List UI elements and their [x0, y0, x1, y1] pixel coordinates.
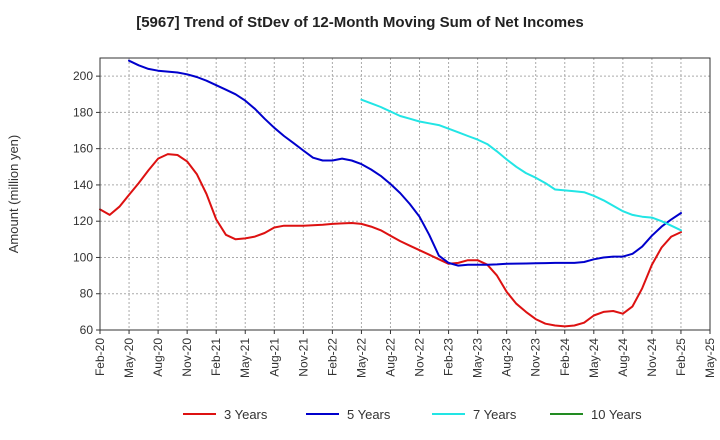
series-line-7-years — [360, 98, 682, 232]
y-tick-label: 180 — [73, 105, 93, 119]
x-tick-label: May-23 — [471, 338, 485, 378]
series-line-5-years — [128, 59, 682, 267]
legend: 3 Years 5 Years 7 Years 10 Years — [183, 407, 642, 422]
y-tick-label: 100 — [73, 250, 93, 264]
x-tick-label: Feb-21 — [209, 338, 223, 376]
x-tick-label: Feb-20 — [93, 338, 107, 376]
x-tick-label: Nov-22 — [413, 338, 427, 377]
x-tick-label: Nov-23 — [529, 338, 543, 377]
legend-label: 7 Years — [473, 407, 517, 422]
x-tick-label: May-20 — [122, 338, 136, 378]
y-tick-label: 160 — [73, 142, 93, 156]
x-tick-label: Nov-24 — [645, 338, 659, 377]
x-tick-label: Feb-24 — [558, 338, 572, 376]
legend-label: 3 Years — [224, 407, 268, 422]
chart-title: [5967] Trend of StDev of 12-Month Moving… — [136, 14, 584, 31]
x-tick-label: May-24 — [587, 338, 601, 378]
plot-frame — [99, 57, 711, 331]
y-tick-label: 60 — [80, 323, 94, 337]
y-tick-label: 200 — [73, 69, 93, 83]
y-tick-label: 80 — [80, 287, 94, 301]
legend-label: 5 Years — [347, 407, 391, 422]
series-line-3-years — [99, 153, 682, 328]
x-tick-label: Aug-24 — [616, 338, 630, 377]
x-tick-label: Feb-23 — [442, 338, 456, 376]
x-tick-label: Feb-22 — [325, 338, 339, 376]
x-tick-label: Aug-22 — [383, 338, 397, 377]
series-layer — [99, 59, 682, 328]
axis-layer: 60 80 100 120 140 160 180 200 Feb-20 May-20 Aug-20… — [6, 57, 717, 378]
x-tick-label: Aug-23 — [500, 338, 514, 377]
y-tick-label: 120 — [73, 214, 93, 228]
x-tick-label: Feb-25 — [674, 338, 688, 376]
y-tick-label: 140 — [73, 178, 93, 192]
x-tick-label: Nov-20 — [180, 338, 194, 377]
y-axis-label: Amount (million yen) — [6, 135, 21, 254]
x-tick-label: May-25 — [703, 338, 717, 378]
x-tick-label: Aug-20 — [151, 338, 165, 377]
x-tick-label: Aug-21 — [267, 338, 281, 377]
grid-layer — [99, 58, 711, 331]
x-tick-label: May-22 — [354, 338, 368, 378]
legend-label: 10 Years — [591, 407, 642, 422]
x-tick-label: Nov-21 — [296, 338, 310, 377]
x-tick-label: May-21 — [238, 338, 252, 378]
